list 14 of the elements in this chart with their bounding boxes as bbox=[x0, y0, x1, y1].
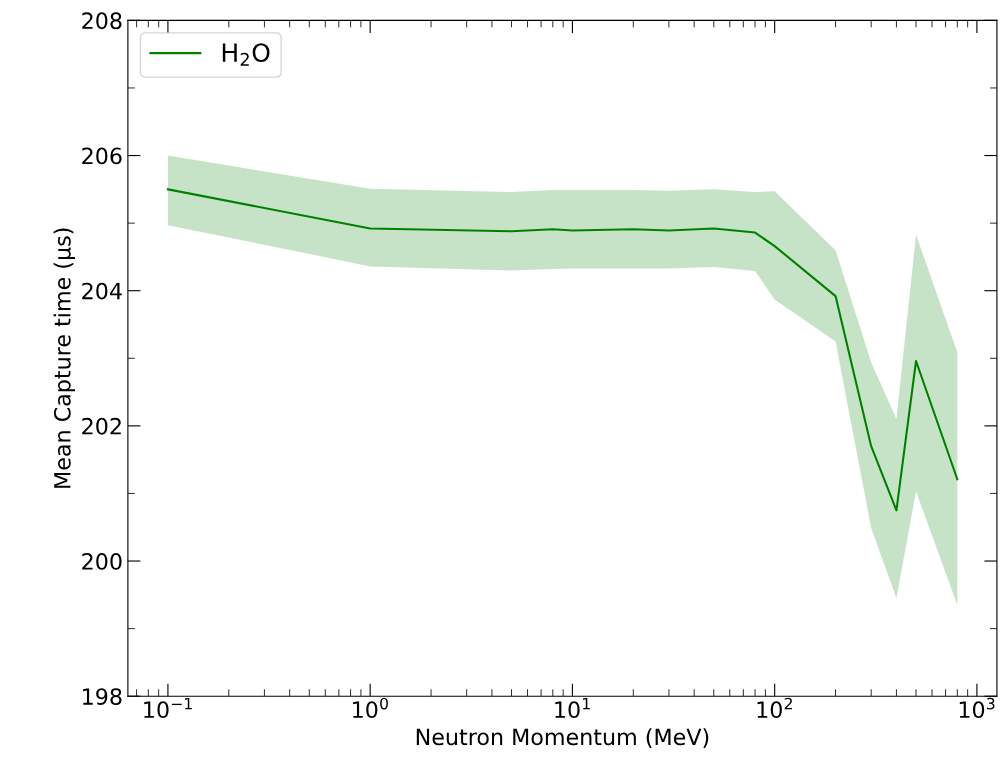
y-tick-label: 204 bbox=[82, 282, 122, 300]
y-axis-title: Mean Capture time (μs) bbox=[53, 228, 76, 488]
legend-label: H$_{2}$O bbox=[222, 43, 270, 66]
x-tick-label: 10$^{−1}$ bbox=[144, 697, 192, 719]
x-tick-label: 10$^{3}$ bbox=[959, 697, 995, 719]
y-tick-label: 198 bbox=[83, 688, 122, 705]
y-tick-label: 206 bbox=[82, 147, 122, 165]
x-tick-label: 10$^{2}$ bbox=[757, 697, 792, 719]
y-tick-label: 200 bbox=[82, 552, 122, 570]
x-tick-label: 10$^{0}$ bbox=[353, 697, 388, 719]
y-tick-label: 202 bbox=[82, 417, 121, 435]
x-tick-label: 10$^{1}$ bbox=[555, 697, 590, 719]
y-tick-label: 208 bbox=[82, 12, 122, 30]
x-axis-title: Neutron Momentum (MeV) bbox=[416, 728, 709, 748]
